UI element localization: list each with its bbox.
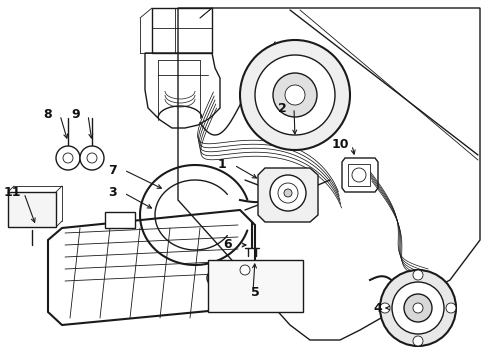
Text: 11: 11 [3, 186, 21, 199]
Circle shape [80, 146, 104, 170]
Circle shape [392, 282, 444, 334]
Circle shape [352, 168, 366, 182]
Text: 9: 9 [72, 108, 80, 122]
Bar [105, 212, 135, 228]
Text: 3: 3 [108, 186, 116, 199]
Circle shape [63, 153, 73, 163]
Text: 10: 10 [331, 139, 349, 152]
Bar [8, 192, 56, 227]
Circle shape [255, 55, 335, 135]
Circle shape [380, 270, 456, 346]
Circle shape [413, 336, 423, 346]
Circle shape [273, 73, 317, 117]
Circle shape [87, 153, 97, 163]
Circle shape [278, 183, 298, 203]
Circle shape [207, 270, 223, 286]
Circle shape [446, 303, 456, 313]
Text: 4: 4 [374, 302, 382, 315]
Text: 5: 5 [250, 285, 259, 298]
Circle shape [240, 40, 350, 150]
Circle shape [240, 265, 250, 275]
Bar [208, 260, 303, 312]
Text: 2: 2 [278, 102, 286, 114]
Text: 1: 1 [218, 158, 226, 171]
Circle shape [56, 146, 80, 170]
Polygon shape [258, 168, 318, 222]
Circle shape [284, 189, 292, 197]
Circle shape [285, 85, 305, 105]
Circle shape [270, 175, 306, 211]
Text: 8: 8 [44, 108, 52, 122]
Text: 6: 6 [224, 238, 232, 252]
Bar [152, 8, 212, 53]
Circle shape [404, 294, 432, 322]
Circle shape [413, 303, 423, 313]
Text: 7: 7 [108, 163, 117, 176]
Bar [348, 164, 370, 186]
Circle shape [380, 303, 390, 313]
Circle shape [413, 270, 423, 280]
